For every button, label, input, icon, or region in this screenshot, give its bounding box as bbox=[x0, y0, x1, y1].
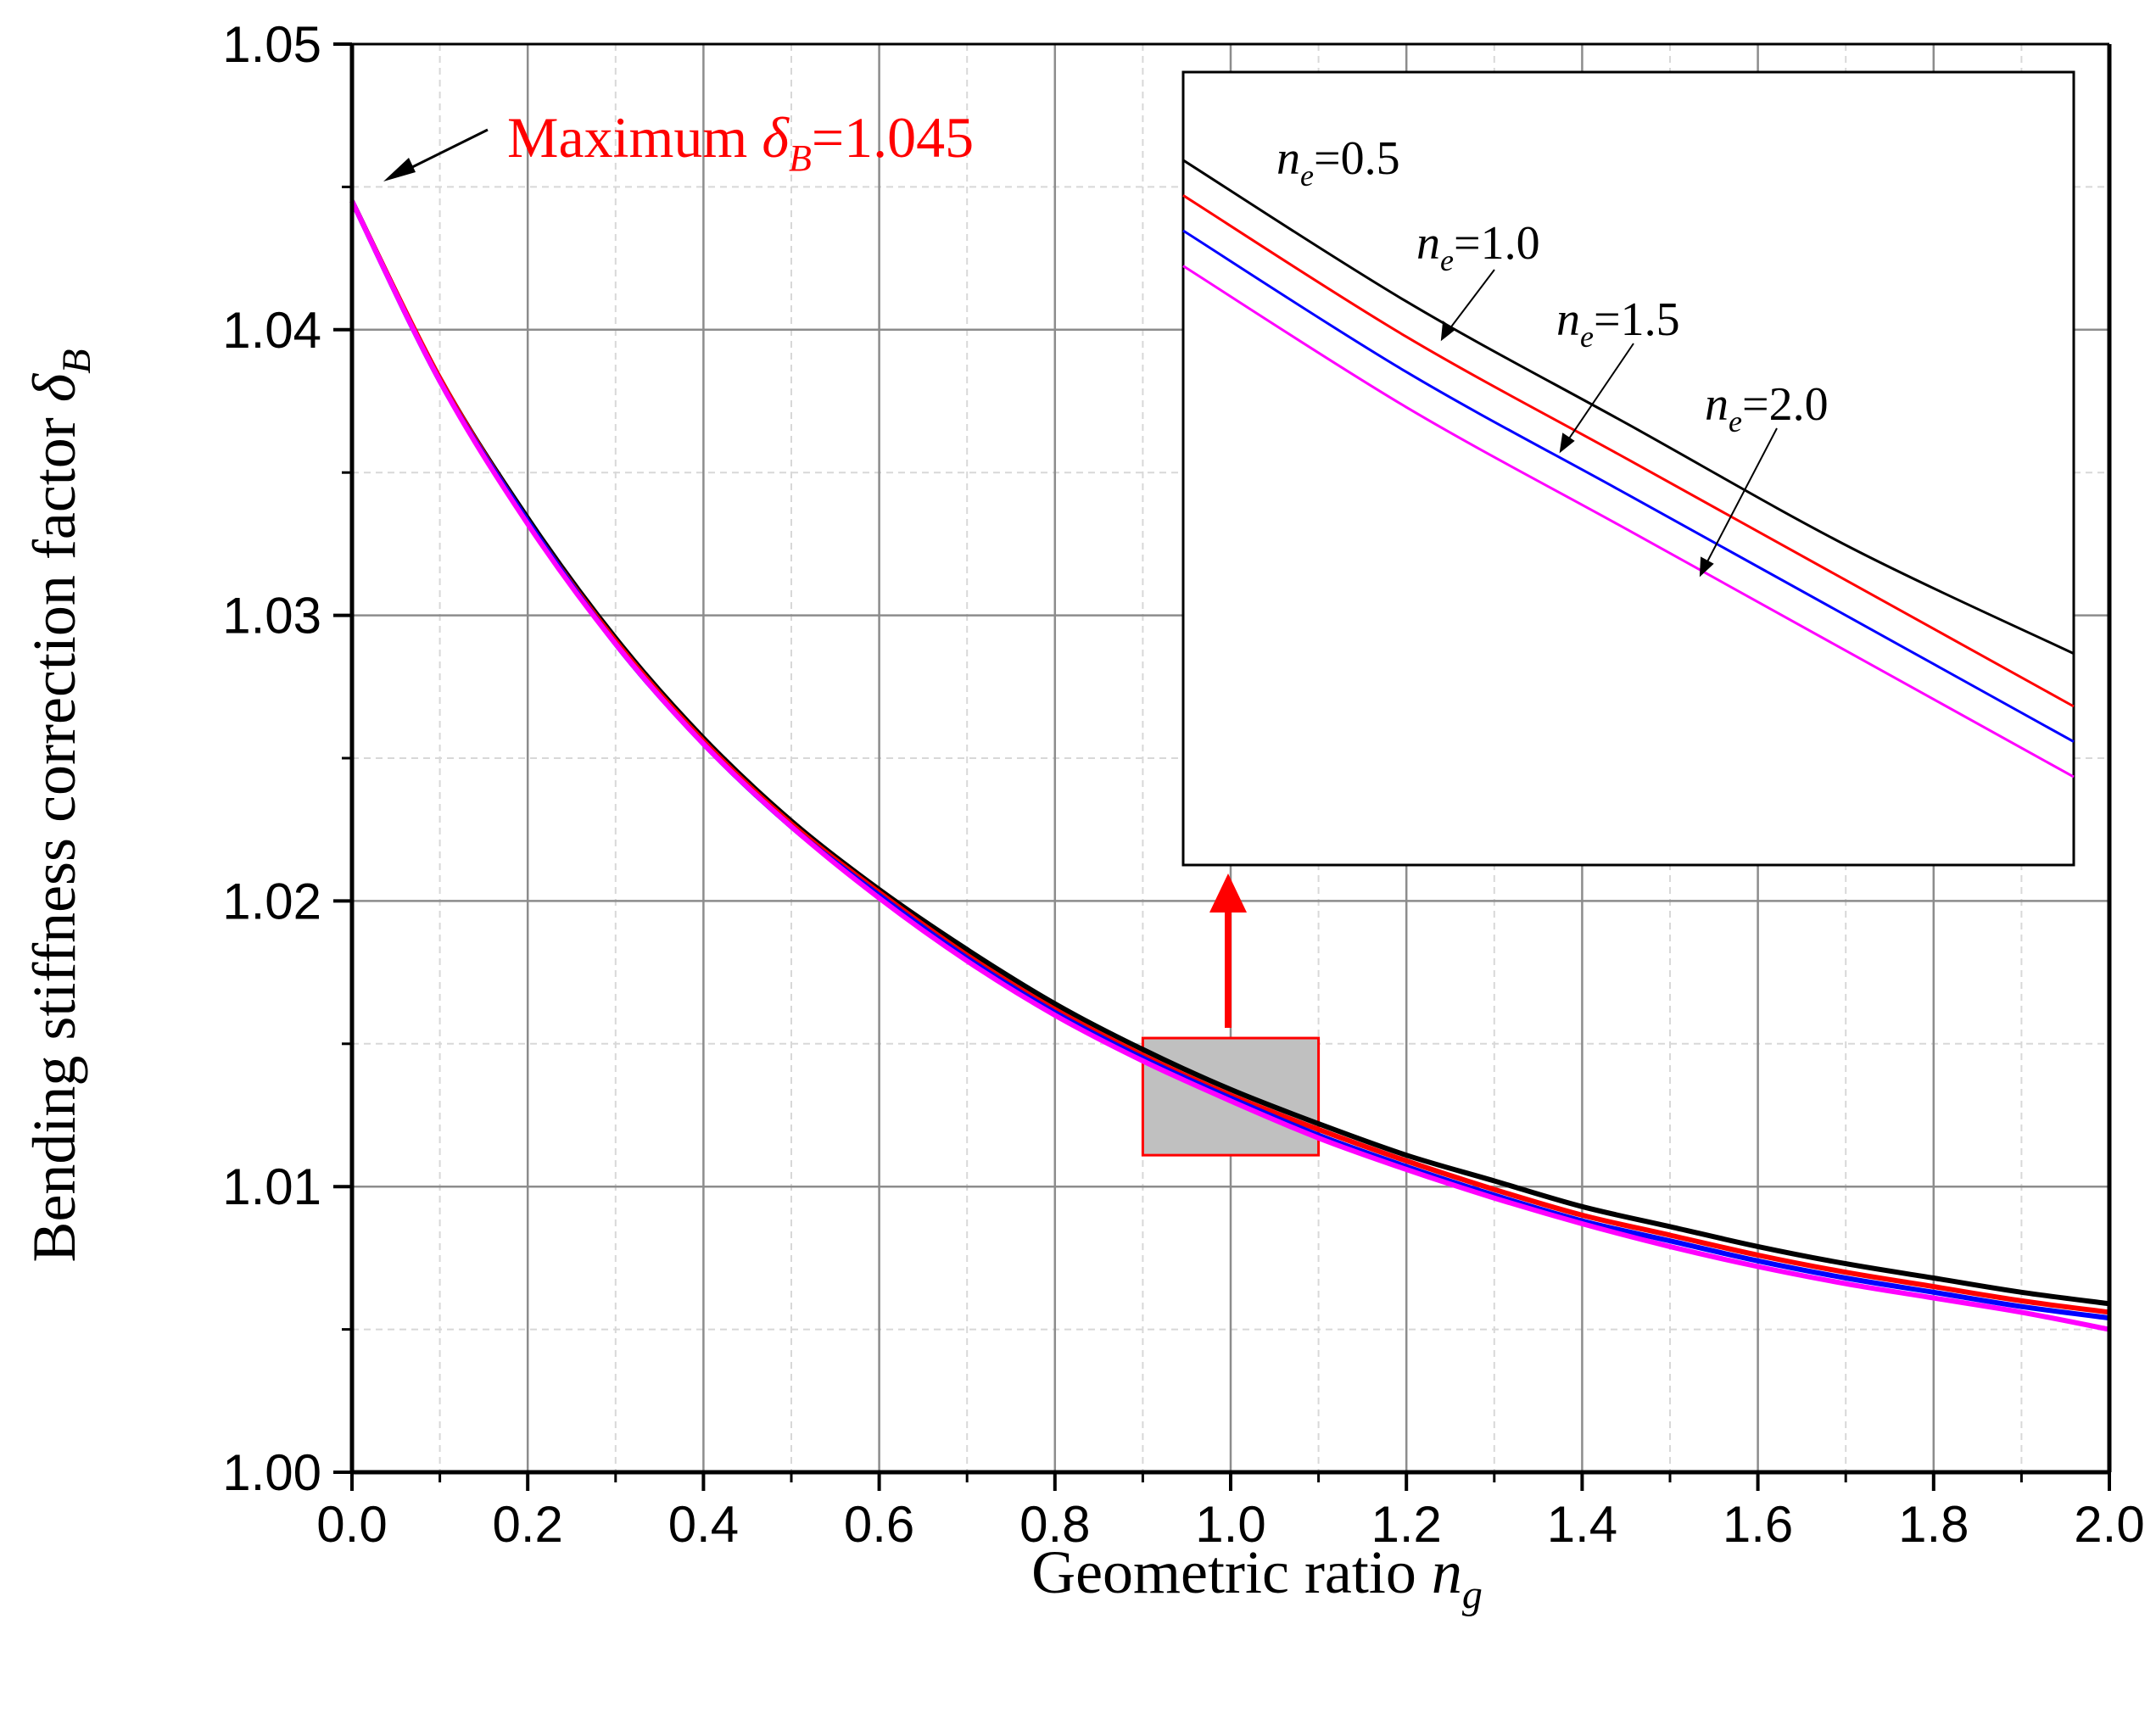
zoom-inset: ne=0.5 ne=1.0 ne=1.5 ne=2.0 bbox=[1181, 70, 2075, 867]
inset-label-ne-1.5: ne=1.5 bbox=[1556, 293, 1680, 354]
y-tick-label: 1.04 bbox=[222, 302, 321, 359]
y-tick-label: 1.02 bbox=[222, 873, 321, 929]
x-tick-label: 1.4 bbox=[1547, 1496, 1617, 1553]
inset-label-ne-1.0: ne=1.0 bbox=[1416, 217, 1540, 277]
max-annotation-arrow bbox=[383, 128, 489, 181]
main-series bbox=[349, 199, 2110, 1332]
y-axis-title: Bending stiffness correction factor δB bbox=[20, 349, 99, 1262]
y-tick-label: 1.01 bbox=[222, 1158, 321, 1215]
x-tick-label: 1.8 bbox=[1898, 1496, 1969, 1553]
inset-line-n-e-1.0 bbox=[1182, 194, 2075, 708]
y-tick-label: 1.00 bbox=[222, 1444, 321, 1501]
inset-series bbox=[1182, 159, 2075, 779]
tick-labels: 0.0 0.2 0.4 0.6 0.8 1.0 1.2 1.4 1.6 1.8 2.0 1.00 1.0… bbox=[222, 16, 2144, 1553]
inset-label-ne-2.0: ne=2.0 bbox=[1705, 378, 1829, 438]
x-tick-label: 0.6 bbox=[844, 1496, 914, 1553]
zoom-arrow bbox=[1209, 873, 1247, 1028]
y-tick-label: 1.03 bbox=[222, 588, 321, 645]
x-tick-label: 0.4 bbox=[668, 1496, 739, 1553]
inset-label-ne-0.5: ne=0.5 bbox=[1276, 132, 1400, 193]
x-tick-label: 2.0 bbox=[2074, 1496, 2144, 1553]
x-tick-label: 0.2 bbox=[492, 1496, 562, 1553]
inset-frame bbox=[1181, 70, 2075, 867]
x-tick-label: 1.0 bbox=[1195, 1496, 1265, 1553]
x-tick-label: 0.8 bbox=[1019, 1496, 1090, 1553]
inset-line-n-e-2.0 bbox=[1182, 265, 2075, 779]
x-tick-label: 0.0 bbox=[316, 1496, 387, 1553]
x-axis-title: Geometric ratio ng bbox=[1031, 1538, 1483, 1617]
x-tick-label: 1.2 bbox=[1371, 1496, 1441, 1553]
axes bbox=[333, 42, 2112, 1491]
inset-label-arrows bbox=[1440, 269, 1778, 578]
x-tick-label: 1.6 bbox=[1723, 1496, 1793, 1553]
y-tick-label: 1.05 bbox=[222, 16, 321, 73]
max-annotation: Maximum δB=1.045 bbox=[507, 105, 974, 179]
inset-line-n-e-0.5 bbox=[1182, 159, 2075, 656]
series-line-n-e-2.0 bbox=[349, 199, 2110, 1332]
inset-line-n-e-1.5 bbox=[1182, 229, 2075, 743]
